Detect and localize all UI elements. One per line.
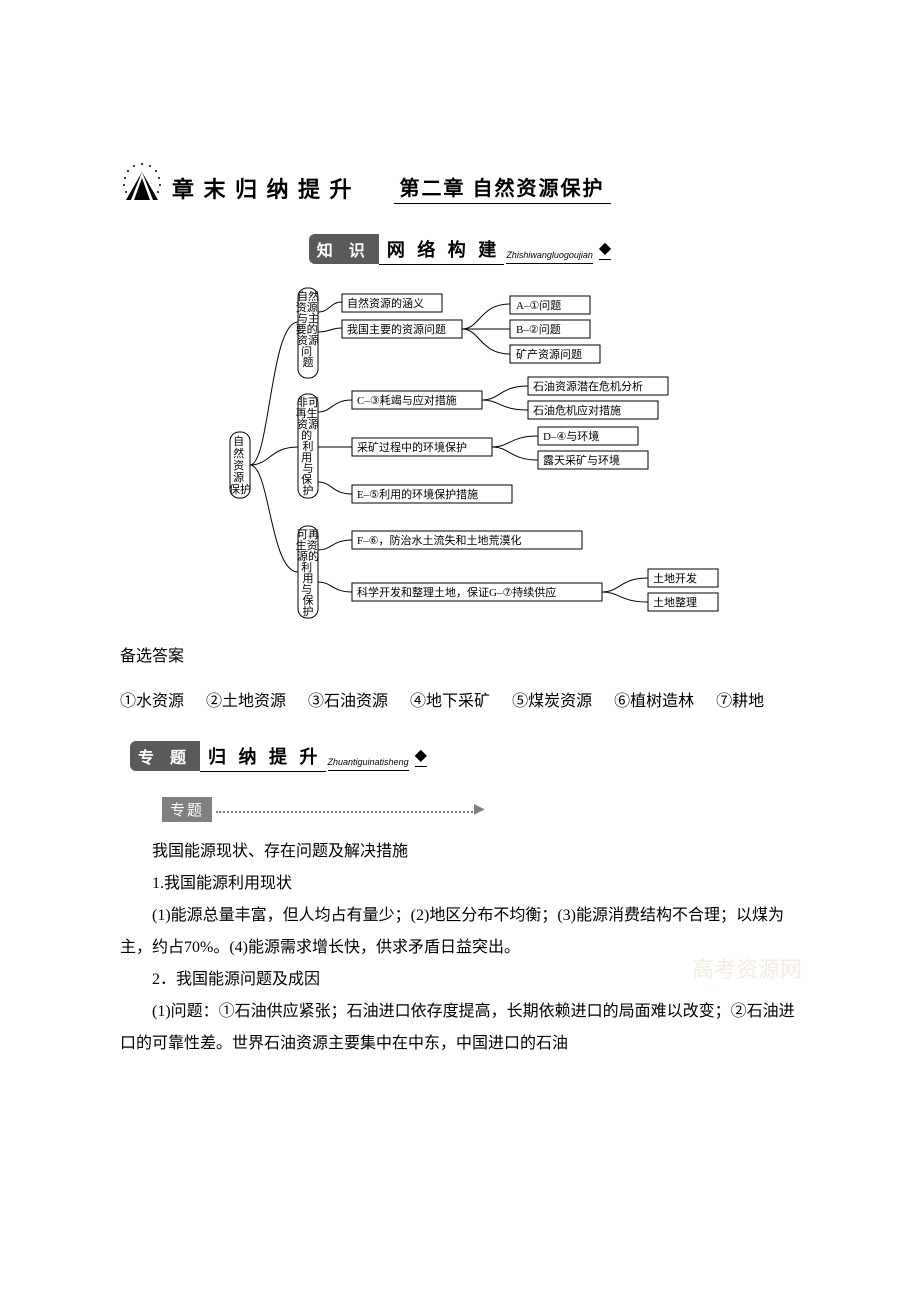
diagram-leaf: 矿产资源问题 <box>516 347 582 361</box>
chapter-header: 章 末 归 纳 提 升 第二章 自然资源保护 <box>120 160 800 204</box>
diagram-node: 科学开发和整理土地，保证G–⑦持续供应 <box>357 585 556 599</box>
diagram-leaf: 露天采矿与环境 <box>543 453 620 467</box>
diagram-node: E–⑤利用的环境保护措施 <box>357 487 478 501</box>
answer-item: ④地下采矿 <box>410 693 490 710</box>
topic-banner: 专 题 归 纳 提 升 Zhuantiguinatisheng ◆ <box>130 741 800 771</box>
diagram-leaf: A–①问题 <box>516 299 561 312</box>
banner-dark-label: 专 题 <box>130 741 200 771</box>
diagram-node: F–⑥，防治水土流失和土地荒漠化 <box>357 533 521 547</box>
diagram-root: 自 <box>233 435 244 448</box>
concept-diagram: .bx { fill:#fff; stroke:#000; stroke-wid… <box>120 282 800 622</box>
content-p2: (1)问题：①石油供应紧张；石油进口依存度提高，长期依赖进口的局面难以改变；②石… <box>120 996 800 1060</box>
diagram-leaf: 石油资源潜在危机分析 <box>533 379 643 393</box>
chapter-label: 章 末 归 纳 提 升 <box>172 172 354 204</box>
arrow-icon: ▶ <box>474 801 485 818</box>
answer-item: ③石油资源 <box>308 693 388 710</box>
answer-item: ②土地资源 <box>206 693 286 710</box>
diagram-node: 采矿过程中的环境保护 <box>357 440 467 454</box>
content-body: 我国能源现状、存在问题及解决措施 1.我国能源利用现状 (1)能源总量丰富，但人… <box>120 836 800 1060</box>
knowledge-banner: 知 识 网 络 构 建 Zhishiwangluogoujian ◆ <box>120 234 800 264</box>
diagram-leaf: B–②问题 <box>516 323 561 336</box>
content-h1: 1.我国能源利用现状 <box>120 868 800 900</box>
banner-dark-label: 知 识 <box>309 234 379 264</box>
answer-item: ①水资源 <box>120 693 184 710</box>
diamond-icon: ◆ <box>599 238 611 260</box>
diamond-icon: ◆ <box>415 745 427 767</box>
dotted-line <box>216 810 476 813</box>
topic-tag-row: 专题 ▶ <box>162 797 800 822</box>
answer-item: ⑥植树造林 <box>614 693 694 710</box>
banner-light-label: 网 络 构 建 <box>379 234 505 265</box>
topic-tag: 专题 <box>162 797 212 822</box>
chapter-icon <box>120 160 164 204</box>
answers-heading: 备选答案 <box>120 642 800 666</box>
diagram-leaf: D–④与环境 <box>543 429 599 443</box>
diagram-node: 我国主要的资源问题 <box>347 322 446 336</box>
diagram-leaf: 土地整理 <box>653 595 697 609</box>
diagram-node: C–③耗竭与应对措施 <box>357 393 457 407</box>
diagram-leaf: 土地开发 <box>653 571 697 585</box>
content-p1: (1)能源总量丰富，但人均占有量少；(2)地区分布不均衡；(3)能源消费结构不合… <box>120 900 800 964</box>
content-h2: 2．我国能源问题及成因 <box>120 964 800 996</box>
diagram-leaf: 石油危机应对措施 <box>533 403 621 417</box>
answer-item: ⑤煤炭资源 <box>512 693 592 710</box>
banner-pinyin: Zhuantiguinatisheng <box>328 757 409 771</box>
answer-item: ⑦耕地 <box>716 693 764 710</box>
banner-pinyin: Zhishiwangluogoujian <box>506 250 593 264</box>
answers-list: ①水资源 ②土地资源 ③石油资源 ④地下采矿 ⑤煤炭资源 ⑥植树造林 ⑦耕地 <box>120 684 800 719</box>
content-title: 我国能源现状、存在问题及解决措施 <box>120 836 800 868</box>
chapter-title: 第二章 自然资源保护 <box>394 172 611 204</box>
banner-light-label: 归 纳 提 升 <box>200 741 326 772</box>
diagram-node: 自然资源的涵义 <box>347 296 424 310</box>
